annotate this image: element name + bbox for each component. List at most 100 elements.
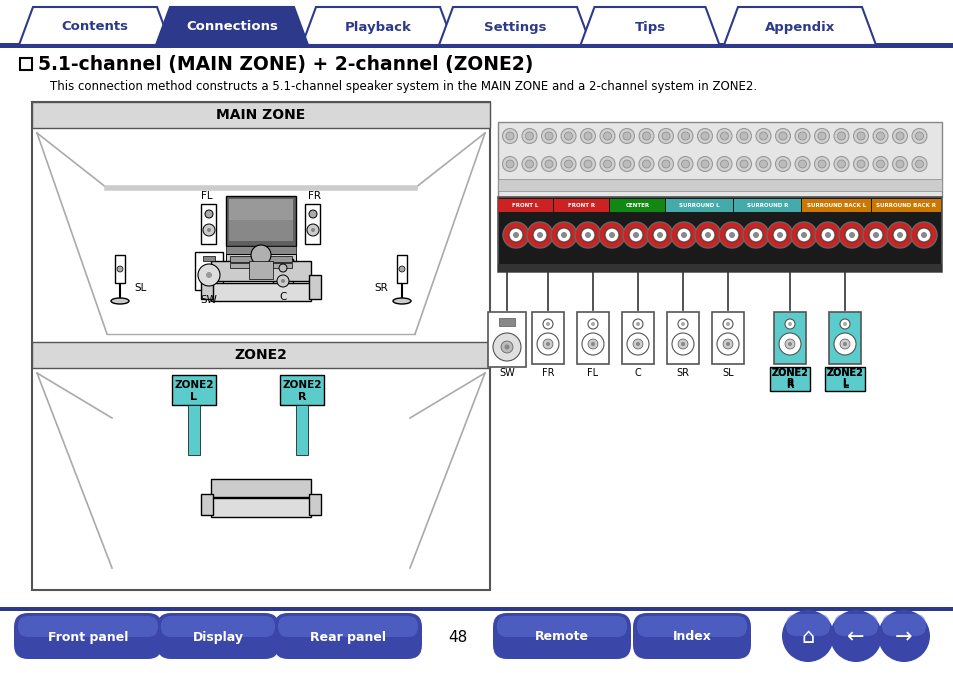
Circle shape — [915, 132, 923, 140]
Circle shape — [583, 132, 592, 140]
Circle shape — [590, 342, 595, 346]
Text: ZONE2: ZONE2 — [174, 380, 213, 390]
Circle shape — [697, 157, 712, 172]
FancyBboxPatch shape — [274, 613, 421, 659]
Bar — [396, 255, 407, 283]
Bar — [801, 199, 870, 212]
Circle shape — [526, 222, 553, 248]
Circle shape — [584, 232, 590, 238]
Text: ZONE2
R: ZONE2 R — [771, 368, 807, 390]
Circle shape — [544, 132, 553, 140]
Bar — [203, 256, 214, 261]
Text: SURROUND R: SURROUND R — [746, 203, 787, 208]
Bar — [32, 102, 490, 590]
Circle shape — [505, 160, 514, 168]
Polygon shape — [723, 7, 875, 45]
Circle shape — [652, 228, 666, 242]
Bar — [201, 494, 213, 515]
Bar — [226, 254, 295, 272]
Circle shape — [817, 160, 825, 168]
Bar — [226, 196, 295, 246]
Circle shape — [509, 228, 522, 242]
Circle shape — [704, 232, 710, 238]
Bar — [498, 318, 515, 326]
Circle shape — [742, 222, 768, 248]
Circle shape — [779, 132, 786, 140]
Text: ←: ← — [846, 627, 863, 647]
Circle shape — [817, 132, 825, 140]
Bar — [711, 312, 743, 364]
Bar — [733, 199, 801, 212]
Circle shape — [680, 232, 686, 238]
Circle shape — [658, 157, 673, 172]
Circle shape — [678, 157, 692, 172]
Bar — [305, 204, 320, 244]
Polygon shape — [438, 7, 590, 45]
Text: MAIN ZONE: MAIN ZONE — [216, 108, 305, 122]
Circle shape — [521, 157, 537, 172]
Bar — [769, 367, 809, 391]
Circle shape — [604, 228, 618, 242]
Text: →: → — [894, 627, 912, 647]
Circle shape — [724, 228, 739, 242]
Circle shape — [560, 232, 566, 238]
Text: FR: FR — [308, 191, 321, 201]
Circle shape — [781, 610, 833, 662]
Circle shape — [725, 322, 729, 326]
Circle shape — [862, 222, 888, 248]
Bar — [211, 283, 311, 301]
Circle shape — [821, 228, 834, 242]
Text: Display: Display — [193, 631, 243, 643]
Circle shape — [837, 160, 844, 168]
Circle shape — [628, 228, 642, 242]
Bar — [497, 199, 553, 212]
Circle shape — [579, 157, 595, 172]
Bar — [666, 312, 699, 364]
Circle shape — [680, 342, 684, 346]
Circle shape — [309, 210, 316, 218]
Circle shape — [695, 222, 720, 248]
Bar — [229, 199, 293, 241]
Circle shape — [680, 322, 684, 326]
Circle shape — [776, 232, 782, 238]
Circle shape — [740, 160, 747, 168]
Circle shape — [896, 232, 902, 238]
Bar — [609, 199, 664, 212]
Text: FL: FL — [587, 368, 598, 378]
Text: Connections: Connections — [186, 20, 277, 34]
Circle shape — [848, 232, 854, 238]
Circle shape — [779, 333, 801, 355]
Circle shape — [307, 224, 318, 236]
Bar — [295, 405, 308, 455]
Circle shape — [278, 264, 287, 272]
Circle shape — [680, 132, 689, 140]
Bar — [824, 367, 864, 391]
Bar — [497, 179, 941, 191]
Circle shape — [537, 232, 542, 238]
Bar — [211, 479, 311, 497]
Circle shape — [856, 160, 864, 168]
Bar — [115, 255, 125, 283]
Circle shape — [794, 157, 809, 172]
Circle shape — [794, 129, 809, 143]
Circle shape — [833, 157, 848, 172]
Bar — [20, 58, 32, 70]
Circle shape — [633, 319, 642, 329]
Circle shape — [920, 232, 926, 238]
Text: 5.1-channel (MAIN ZONE) + 2-channel (ZONE2): 5.1-channel (MAIN ZONE) + 2-channel (ZON… — [38, 55, 533, 74]
Text: ZONE2: ZONE2 — [825, 368, 862, 378]
Circle shape — [622, 160, 630, 168]
Circle shape — [798, 132, 805, 140]
Polygon shape — [579, 7, 719, 45]
Text: Remote: Remote — [535, 631, 588, 643]
FancyBboxPatch shape — [637, 616, 746, 637]
Circle shape — [829, 610, 882, 662]
Circle shape — [521, 129, 537, 143]
Bar — [828, 312, 861, 364]
Circle shape — [886, 222, 912, 248]
Circle shape — [500, 341, 513, 353]
Circle shape — [895, 160, 903, 168]
Circle shape — [868, 228, 882, 242]
Circle shape — [590, 322, 595, 326]
Circle shape — [740, 132, 747, 140]
